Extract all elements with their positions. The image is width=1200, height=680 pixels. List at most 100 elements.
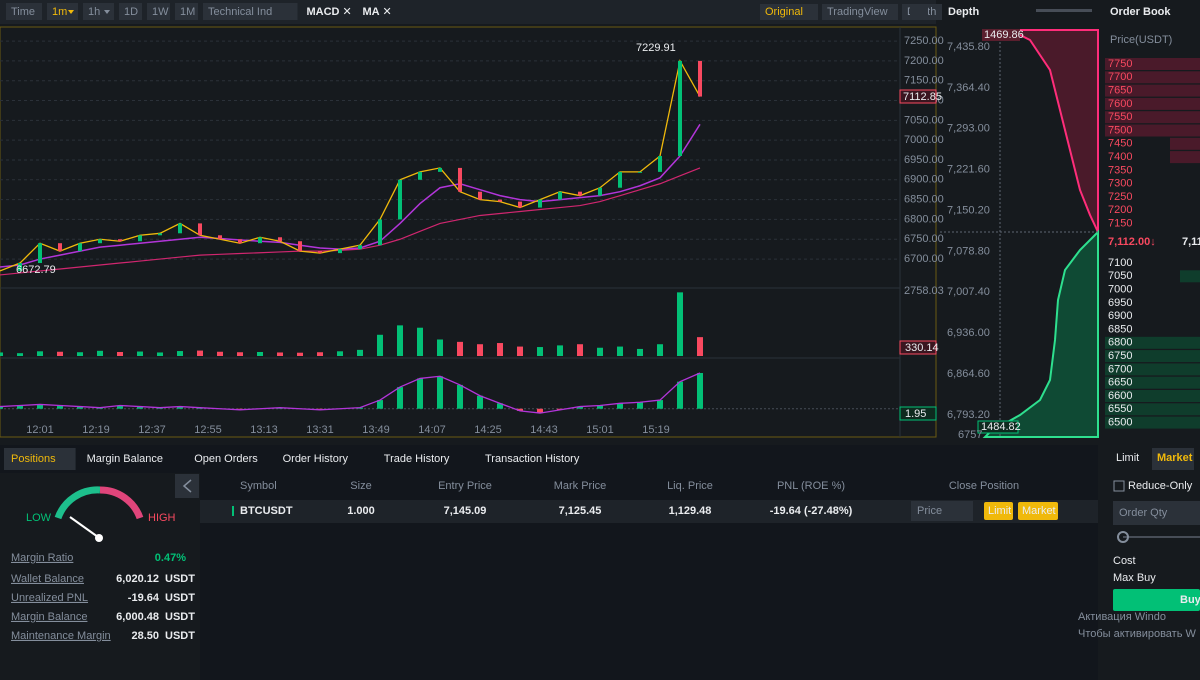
macd-bar <box>17 405 23 409</box>
volume-bar <box>0 352 3 356</box>
x-tick-label: 13:31 <box>306 424 334 436</box>
macd-bar <box>397 387 403 409</box>
ask-depth <box>1105 58 1200 70</box>
depth-tick: 7,364.40 <box>947 82 990 94</box>
indicator-close[interactable]: ✕ <box>343 6 352 18</box>
y-tick-label: 7200.00 <box>904 55 944 67</box>
row-marker <box>232 506 234 516</box>
table-header: Mark Price <box>554 480 607 492</box>
candle <box>318 251 322 254</box>
macd-bar <box>577 406 583 409</box>
view-button[interactable] <box>822 4 898 20</box>
toolbar-button[interactable] <box>203 3 298 20</box>
depth-title: Depth <box>948 6 979 18</box>
toolbar-button[interactable] <box>147 3 170 20</box>
tab-active[interactable] <box>4 448 76 470</box>
volume-bar <box>97 350 103 356</box>
ask-price: 7300 <box>1108 178 1132 190</box>
macd-bar <box>677 381 683 409</box>
buy-button[interactable] <box>1113 589 1200 611</box>
toolbar-button[interactable] <box>83 3 114 20</box>
macd-bar <box>377 400 383 409</box>
qty-input[interactable] <box>1113 501 1200 525</box>
collapse-button[interactable] <box>175 474 199 498</box>
candle <box>278 237 282 242</box>
limit-button[interactable] <box>984 502 1013 520</box>
tab[interactable]: Margin Balance <box>87 453 163 465</box>
macd-bar <box>137 406 143 409</box>
candle <box>538 199 542 208</box>
toolbar-button[interactable] <box>175 3 198 20</box>
current-price: 7,112.00↓ <box>1108 236 1156 248</box>
checkbox[interactable] <box>1113 480 1125 492</box>
margin-unit: USDT <box>165 592 195 604</box>
ask-depth <box>1170 137 1200 150</box>
bid-price: 6800 <box>1108 337 1132 349</box>
toolbar-button[interactable] <box>119 3 142 20</box>
bid-depth <box>1105 376 1200 389</box>
candle <box>338 249 342 254</box>
toolbar-item: Time <box>11 6 35 18</box>
y-tick-label: 7250.00 <box>904 35 944 47</box>
order-form <box>1100 442 1200 680</box>
margin-ratio: 0.47% <box>155 552 186 564</box>
tab[interactable]: Open Orders <box>194 453 258 465</box>
volume-tick: 2758.03 <box>904 285 944 297</box>
tab[interactable]: Positions <box>11 453 56 465</box>
qty-label: Order Qty <box>1119 507 1168 519</box>
table-cell: 7,125.45 <box>559 505 602 517</box>
macd-bar <box>617 403 623 409</box>
ask-depth <box>1105 124 1200 137</box>
macd-bar <box>417 378 423 409</box>
fullscreen-button[interactable] <box>910 4 928 20</box>
tab[interactable]: Trade History <box>384 453 450 465</box>
gauge-green <box>54 486 101 520</box>
depth-tick: 7,221.60 <box>947 164 990 176</box>
view-item: Original <box>765 6 803 18</box>
slider-knob[interactable] <box>1117 531 1129 543</box>
ask-depth <box>1170 151 1200 164</box>
bid-price: 6650 <box>1108 377 1132 389</box>
bid-price: 6550 <box>1108 403 1132 415</box>
candle <box>458 167 462 192</box>
form-tab[interactable]: Limit <box>1116 452 1139 464</box>
toolbar-item: 1m <box>52 6 67 18</box>
volume-bar <box>57 351 63 356</box>
depth-slider[interactable] <box>1036 9 1092 12</box>
tab[interactable]: Order History <box>283 453 349 465</box>
table-cell: 1,129.48 <box>669 505 712 517</box>
volume-bar <box>437 339 443 356</box>
candle <box>598 187 602 196</box>
bid-price: 7100 <box>1108 257 1132 269</box>
x-tick-label: 14:25 <box>474 424 502 436</box>
market-button[interactable] <box>1018 502 1058 520</box>
bid-depth <box>1105 403 1200 416</box>
volume-bar <box>17 353 23 356</box>
volume-bar <box>157 352 163 356</box>
form-tab-active[interactable] <box>1152 448 1194 470</box>
toolbar-button[interactable] <box>6 3 42 20</box>
macd-bar <box>477 395 483 409</box>
depth-tick: 6,936.00 <box>947 327 990 339</box>
limit-label: Limit <box>988 505 1011 517</box>
collapse-icon <box>182 479 192 493</box>
view-button[interactable] <box>760 4 818 20</box>
gauge-red <box>99 486 144 520</box>
ask-price: 7400 <box>1108 151 1132 163</box>
x-tick-label: 14:07 <box>418 424 446 436</box>
x-tick-label: 13:49 <box>362 424 390 436</box>
tab[interactable]: Transaction History <box>485 453 580 465</box>
margin-unit: USDT <box>165 611 195 623</box>
toolbar-button[interactable] <box>47 3 78 20</box>
y-tick-label: 7150.00 <box>904 75 944 87</box>
volume-last: 330.14 <box>905 342 939 354</box>
price-line <box>0 167 701 276</box>
volume-bar <box>177 351 183 356</box>
indicator-close[interactable]: ✕ <box>383 6 392 18</box>
margin-unit: USDT <box>165 630 195 642</box>
chart-frame <box>0 26 937 438</box>
volume-bar <box>497 343 503 356</box>
price-input[interactable] <box>911 501 973 521</box>
toolbar-item: 1M <box>180 6 195 18</box>
